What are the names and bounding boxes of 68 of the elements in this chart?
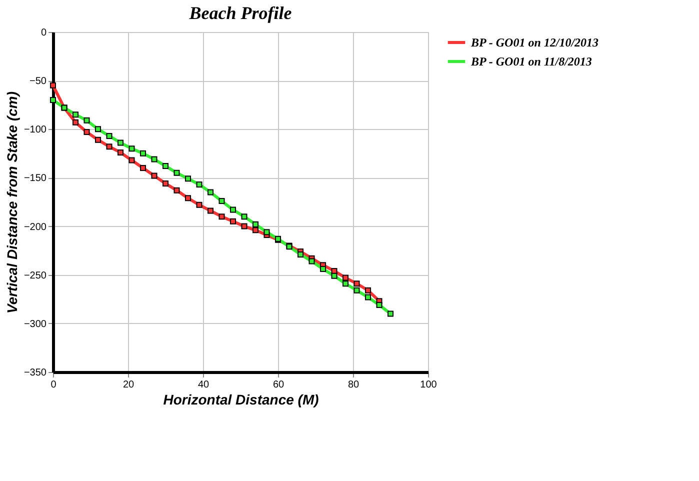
point [162, 180, 168, 187]
point [72, 119, 78, 126]
point [118, 149, 124, 156]
point [128, 146, 135, 152]
y-tick-label: −200 [24, 222, 47, 233]
point [252, 227, 258, 234]
point [252, 221, 258, 228]
y-tick-label: 0 [40, 28, 47, 38]
y-tick-label: −300 [24, 318, 47, 330]
point [298, 251, 304, 258]
point [72, 112, 78, 118]
chart-title: Beach Profile [188, 3, 292, 23]
y-tick-label: −50 [30, 76, 47, 88]
y-tick-label: −150 [24, 173, 47, 184]
point [151, 156, 158, 162]
point [106, 132, 112, 139]
point [50, 82, 56, 88]
y-tick-label: −350 [24, 368, 47, 378]
y-tick-label: −100 [24, 124, 47, 136]
point [241, 223, 248, 230]
point [174, 170, 180, 176]
y-axis-title: Vertical Distance from Stake (cm) [4, 91, 20, 314]
point [320, 266, 326, 272]
point [140, 150, 146, 156]
point [342, 280, 348, 287]
point [84, 117, 90, 124]
x-tick-label: 20 [122, 380, 134, 390]
point [388, 310, 394, 317]
point [308, 258, 315, 264]
point [140, 165, 146, 171]
point [230, 206, 236, 213]
y-tick-label: −250 [24, 270, 47, 282]
x-tick-label: 80 [348, 380, 360, 390]
point [354, 287, 360, 294]
point [174, 187, 180, 194]
point [118, 140, 124, 146]
point [162, 163, 168, 170]
point [218, 214, 225, 220]
point [128, 157, 135, 164]
point [354, 280, 360, 287]
x-tick-label: 40 [198, 380, 210, 390]
point [185, 176, 191, 182]
point [84, 129, 90, 136]
point [365, 287, 371, 294]
point [95, 136, 101, 143]
legend-label: BP - GO01 on 12/10/2013 [470, 36, 599, 50]
point [264, 229, 270, 236]
point [208, 208, 214, 214]
point [50, 97, 56, 103]
point [196, 182, 202, 188]
point [196, 202, 202, 208]
point [106, 144, 112, 150]
point [151, 172, 158, 179]
point [365, 294, 371, 300]
legend-label: BP - GO01 on 11/8/2013 [470, 54, 592, 68]
x-tick-label: 60 [272, 380, 284, 390]
point [95, 126, 101, 132]
point [331, 272, 338, 279]
point [376, 302, 382, 308]
point [230, 218, 236, 224]
point [241, 214, 248, 220]
point [218, 198, 225, 204]
point [185, 195, 191, 202]
point [208, 189, 214, 196]
point [342, 274, 348, 281]
x-axis-title: Horizontal Distance (M) [163, 392, 320, 408]
x-tick-label: 0 [50, 380, 57, 390]
x-tick-label: 100 [420, 380, 438, 390]
